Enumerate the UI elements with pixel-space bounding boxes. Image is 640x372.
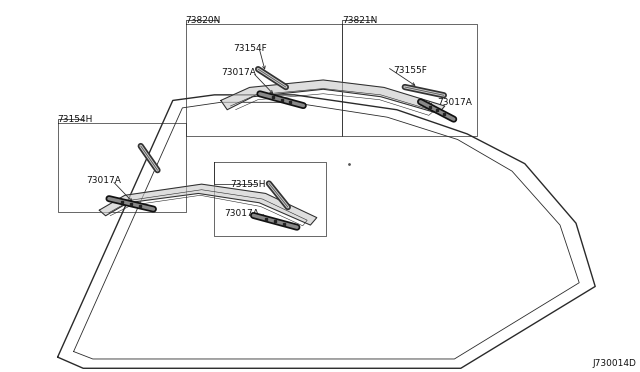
Text: 73154F: 73154F xyxy=(234,44,268,53)
Text: 73155F: 73155F xyxy=(394,66,428,75)
Text: 73017A: 73017A xyxy=(86,176,121,185)
Text: 73017A: 73017A xyxy=(437,98,472,107)
Polygon shape xyxy=(99,184,317,225)
Text: 73821N: 73821N xyxy=(342,16,378,25)
Text: 73820N: 73820N xyxy=(186,16,221,25)
Polygon shape xyxy=(221,80,445,113)
Text: 73154H: 73154H xyxy=(58,115,93,124)
Text: J730014D: J730014D xyxy=(593,359,637,368)
Text: 73155H: 73155H xyxy=(230,180,266,189)
Text: 73017A: 73017A xyxy=(224,209,259,218)
Text: 73017A: 73017A xyxy=(221,68,255,77)
